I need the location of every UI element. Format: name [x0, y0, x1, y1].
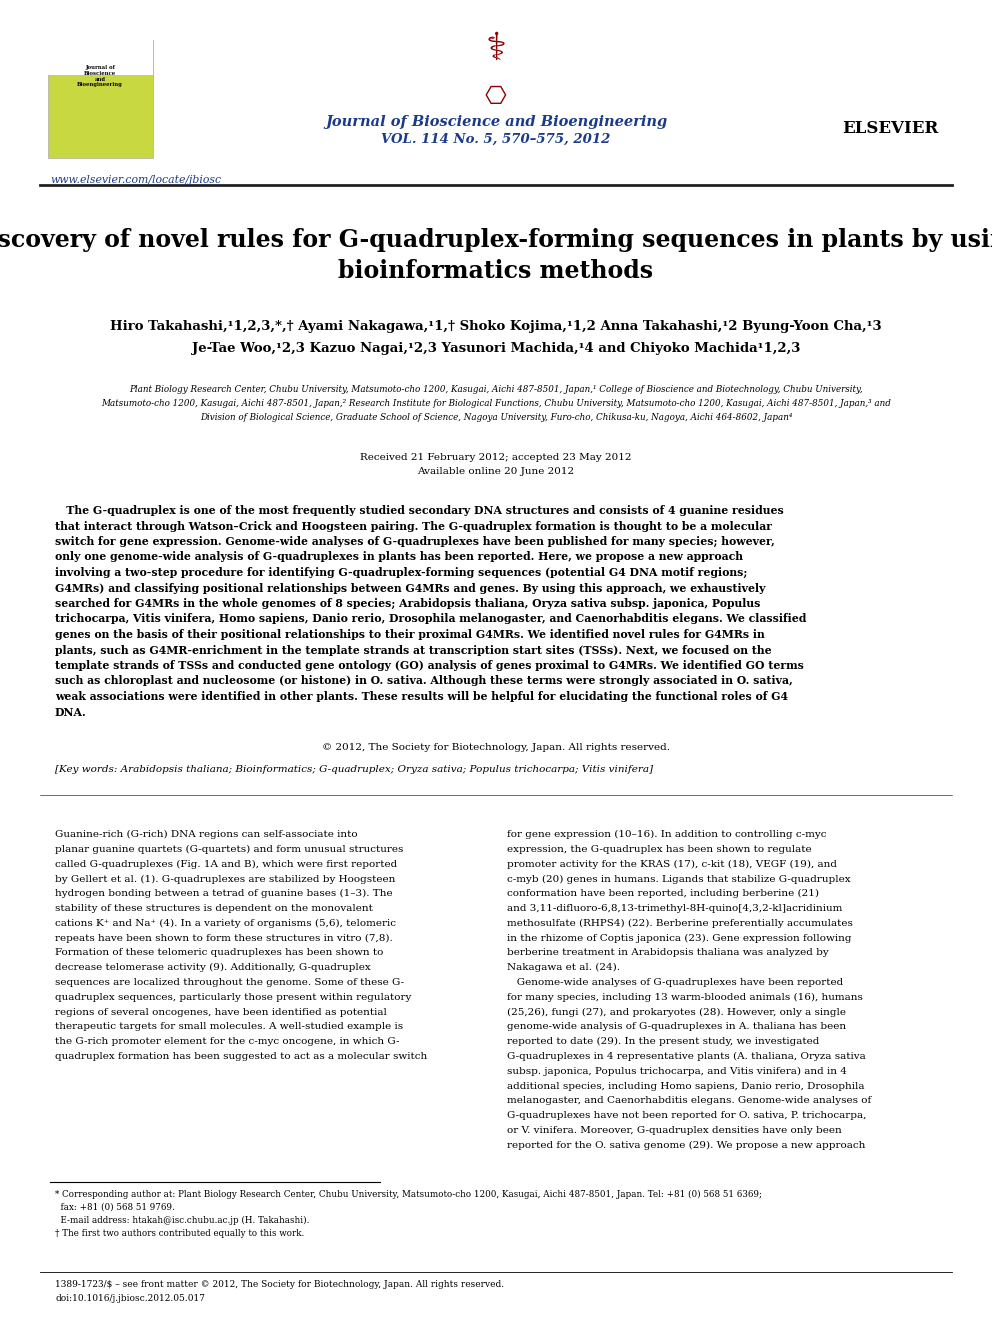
FancyBboxPatch shape [48, 40, 153, 157]
Text: Plant Biology Research Center, Chubu University, Matsumoto-cho 1200, Kasugai, Ai: Plant Biology Research Center, Chubu Uni… [129, 385, 863, 394]
Text: G-quadruplexes have not been reported for O. sativa, P. trichocarpa,: G-quadruplexes have not been reported fo… [507, 1111, 866, 1121]
Text: additional species, including Homo sapiens, Danio rerio, Drosophila: additional species, including Homo sapie… [507, 1082, 864, 1090]
Text: melanogaster, and Caenorhabditis elegans. Genome-wide analyses of: melanogaster, and Caenorhabditis elegans… [507, 1097, 871, 1106]
Text: Hiro Takahashi,¹1,2,3,*,† Ayami Nakagawa,¹1,† Shoko Kojima,¹1,2 Anna Takahashi,¹: Hiro Takahashi,¹1,2,3,*,† Ayami Nakagawa… [110, 320, 882, 333]
Text: stability of these structures is dependent on the monovalent: stability of these structures is depende… [55, 904, 373, 913]
Text: reported to date (29). In the present study, we investigated: reported to date (29). In the present st… [507, 1037, 819, 1046]
Text: genes on the basis of their positional relationships to their proximal G4MRs. We: genes on the basis of their positional r… [55, 628, 765, 640]
Text: genome-wide analysis of G-quadruplexes in A. thaliana has been: genome-wide analysis of G-quadruplexes i… [507, 1023, 846, 1032]
Text: such as chloroplast and nucleosome (or histone) in O. sativa. Although these ter: such as chloroplast and nucleosome (or h… [55, 676, 793, 687]
Text: Nakagawa et al. (24).: Nakagawa et al. (24). [507, 963, 620, 972]
Text: conformation have been reported, including berberine (21): conformation have been reported, includi… [507, 889, 819, 898]
Text: Matsumoto-cho 1200, Kasugai, Aichi 487-8501, Japan,² Research Institute for Biol: Matsumoto-cho 1200, Kasugai, Aichi 487-8… [101, 400, 891, 407]
Text: (25,26), fungi (27), and prokaryotes (28). However, only a single: (25,26), fungi (27), and prokaryotes (28… [507, 1008, 846, 1016]
Text: called G-quadruplexes (Fig. 1A and B), which were first reported: called G-quadruplexes (Fig. 1A and B), w… [55, 860, 397, 869]
Text: and 3,11-difluoro-6,8,13-trimethyl-8H-quino[4,3,2-kl]acridinium: and 3,11-difluoro-6,8,13-trimethyl-8H-qu… [507, 904, 842, 913]
Text: reported for the O. sativa genome (29). We propose a new approach: reported for the O. sativa genome (29). … [507, 1140, 865, 1150]
Text: Journal of Bioscience and Bioengineering: Journal of Bioscience and Bioengineering [324, 115, 668, 130]
Text: in the rhizome of Coptis japonica (23). Gene expression following: in the rhizome of Coptis japonica (23). … [507, 934, 851, 943]
FancyBboxPatch shape [48, 40, 153, 75]
Text: hydrogen bonding between a tetrad of guanine bases (1–3). The: hydrogen bonding between a tetrad of gua… [55, 889, 393, 898]
Text: The G-quadruplex is one of the most frequently studied secondary DNA structures : The G-quadruplex is one of the most freq… [55, 505, 784, 516]
Text: template strands of TSSs and conducted gene ontology (GO) analysis of genes prox: template strands of TSSs and conducted g… [55, 660, 804, 671]
Text: ⚕: ⚕ [485, 30, 507, 67]
Text: VOL. 114 No. 5, 570–575, 2012: VOL. 114 No. 5, 570–575, 2012 [381, 134, 611, 146]
Text: G-quadruplexes in 4 representative plants (A. thaliana, Oryza sativa: G-quadruplexes in 4 representative plant… [507, 1052, 866, 1061]
Text: * Corresponding author at: Plant Biology Research Center, Chubu University, Mats: * Corresponding author at: Plant Biology… [55, 1189, 762, 1199]
Text: c-myb (20) genes in humans. Ligands that stabilize G-quadruplex: c-myb (20) genes in humans. Ligands that… [507, 875, 850, 884]
Text: plants, such as G4MR-enrichment in the template strands at transcription start s: plants, such as G4MR-enrichment in the t… [55, 644, 772, 655]
Text: for many species, including 13 warm-blooded animals (16), humans: for many species, including 13 warm-bloo… [507, 992, 863, 1002]
Text: decrease telomerase activity (9). Additionally, G-quadruplex: decrease telomerase activity (9). Additi… [55, 963, 371, 972]
Text: Received 21 February 2012; accepted 23 May 2012: Received 21 February 2012; accepted 23 M… [360, 452, 632, 462]
Text: G4MRs) and classifying positional relationships between G4MRs and genes. By usin: G4MRs) and classifying positional relati… [55, 582, 766, 594]
Text: doi:10.1016/j.jbiosc.2012.05.017: doi:10.1016/j.jbiosc.2012.05.017 [55, 1294, 205, 1303]
Text: Division of Biological Science, Graduate School of Science, Nagoya University, F: Division of Biological Science, Graduate… [199, 413, 793, 422]
Text: expression, the G-quadruplex has been shown to regulate: expression, the G-quadruplex has been sh… [507, 845, 811, 853]
Text: www.elsevier.com/locate/jbiosc: www.elsevier.com/locate/jbiosc [50, 175, 221, 185]
Text: ⎔: ⎔ [485, 85, 507, 108]
Text: Discovery of novel rules for G-quadruplex-forming sequences in plants by using
b: Discovery of novel rules for G-quadruple… [0, 228, 992, 283]
Text: repeats have been shown to form these structures in vitro (7,8).: repeats have been shown to form these st… [55, 934, 393, 943]
Text: quadruplex formation has been suggested to act as a molecular switch: quadruplex formation has been suggested … [55, 1052, 428, 1061]
Text: switch for gene expression. Genome-wide analyses of G-quadruplexes have been pub: switch for gene expression. Genome-wide … [55, 536, 775, 548]
Text: or V. vinifera. Moreover, G-quadruplex densities have only been: or V. vinifera. Moreover, G-quadruplex d… [507, 1126, 842, 1135]
Text: planar guanine quartets (G-quartets) and form unusual structures: planar guanine quartets (G-quartets) and… [55, 845, 404, 853]
Text: ELSEVIER: ELSEVIER [842, 120, 938, 138]
Text: E-mail address: htakah@isc.chubu.ac.jp (H. Takahashi).: E-mail address: htakah@isc.chubu.ac.jp (… [55, 1216, 310, 1225]
Text: that interact through Watson–Crick and Hoogsteen pairing. The G-quadruplex forma: that interact through Watson–Crick and H… [55, 520, 772, 532]
Text: searched for G4MRs in the whole genomes of 8 species; Arabidopsis thaliana, Oryz: searched for G4MRs in the whole genomes … [55, 598, 761, 609]
Text: † The first two authors contributed equally to this work.: † The first two authors contributed equa… [55, 1229, 305, 1238]
Text: involving a two-step procedure for identifying G-quadruplex-forming sequences (p: involving a two-step procedure for ident… [55, 568, 747, 578]
Text: regions of several oncogenes, have been identified as potential: regions of several oncogenes, have been … [55, 1008, 387, 1016]
Text: Guanine-rich (G-rich) DNA regions can self-associate into: Guanine-rich (G-rich) DNA regions can se… [55, 830, 358, 839]
Text: © 2012, The Society for Biotechnology, Japan. All rights reserved.: © 2012, The Society for Biotechnology, J… [322, 744, 670, 751]
Text: Journal of
Bioscience
and
Bioengineering: Journal of Bioscience and Bioengineering [77, 65, 123, 87]
Text: Formation of these telomeric quadruplexes has been shown to: Formation of these telomeric quadruplexe… [55, 949, 383, 958]
Text: weak associations were identified in other plants. These results will be helpful: weak associations were identified in oth… [55, 691, 788, 703]
Text: methosulfate (RHPS4) (22). Berberine preferentially accumulates: methosulfate (RHPS4) (22). Berberine pre… [507, 918, 853, 927]
Text: DNA.: DNA. [55, 706, 86, 717]
Text: only one genome-wide analysis of G-quadruplexes in plants has been reported. Her: only one genome-wide analysis of G-quadr… [55, 552, 743, 562]
Text: Available online 20 June 2012: Available online 20 June 2012 [418, 467, 574, 476]
Text: subsp. japonica, Populus trichocarpa, and Vitis vinifera) and in 4: subsp. japonica, Populus trichocarpa, an… [507, 1066, 847, 1076]
Text: sequences are localized throughout the genome. Some of these G-: sequences are localized throughout the g… [55, 978, 404, 987]
Text: the G-rich promoter element for the c-myc oncogene, in which G-: the G-rich promoter element for the c-my… [55, 1037, 400, 1046]
Text: quadruplex sequences, particularly those present within regulatory: quadruplex sequences, particularly those… [55, 992, 412, 1002]
Text: promoter activity for the KRAS (17), c-kit (18), VEGF (19), and: promoter activity for the KRAS (17), c-k… [507, 860, 837, 869]
Text: berberine treatment in Arabidopsis thaliana was analyzed by: berberine treatment in Arabidopsis thali… [507, 949, 828, 958]
Text: 1389-1723/$ – see front matter © 2012, The Society for Biotechnology, Japan. All: 1389-1723/$ – see front matter © 2012, T… [55, 1279, 504, 1289]
Text: trichocarpa, Vitis vinifera, Homo sapiens, Danio rerio, Drosophila melanogaster,: trichocarpa, Vitis vinifera, Homo sapien… [55, 614, 806, 624]
Text: Je-Tae Woo,¹2,3 Kazuo Nagai,¹2,3 Yasunori Machida,¹4 and Chiyoko Machida¹1,2,3: Je-Tae Woo,¹2,3 Kazuo Nagai,¹2,3 Yasunor… [191, 343, 801, 355]
Text: Genome-wide analyses of G-quadruplexes have been reported: Genome-wide analyses of G-quadruplexes h… [507, 978, 843, 987]
Text: [Key words: Arabidopsis thaliana; Bioinformatics; G-quadruplex; Oryza sativa; Po: [Key words: Arabidopsis thaliana; Bioinf… [55, 765, 653, 774]
Text: by Gellert et al. (1). G-quadruplexes are stabilized by Hoogsteen: by Gellert et al. (1). G-quadruplexes ar… [55, 875, 396, 884]
Text: cations K⁺ and Na⁺ (4). In a variety of organisms (5,6), telomeric: cations K⁺ and Na⁺ (4). In a variety of … [55, 918, 396, 927]
Text: therapeutic targets for small molecules. A well-studied example is: therapeutic targets for small molecules.… [55, 1023, 403, 1032]
Text: fax: +81 (0) 568 51 9769.: fax: +81 (0) 568 51 9769. [55, 1203, 175, 1212]
Text: for gene expression (10–16). In addition to controlling c-myc: for gene expression (10–16). In addition… [507, 830, 826, 839]
